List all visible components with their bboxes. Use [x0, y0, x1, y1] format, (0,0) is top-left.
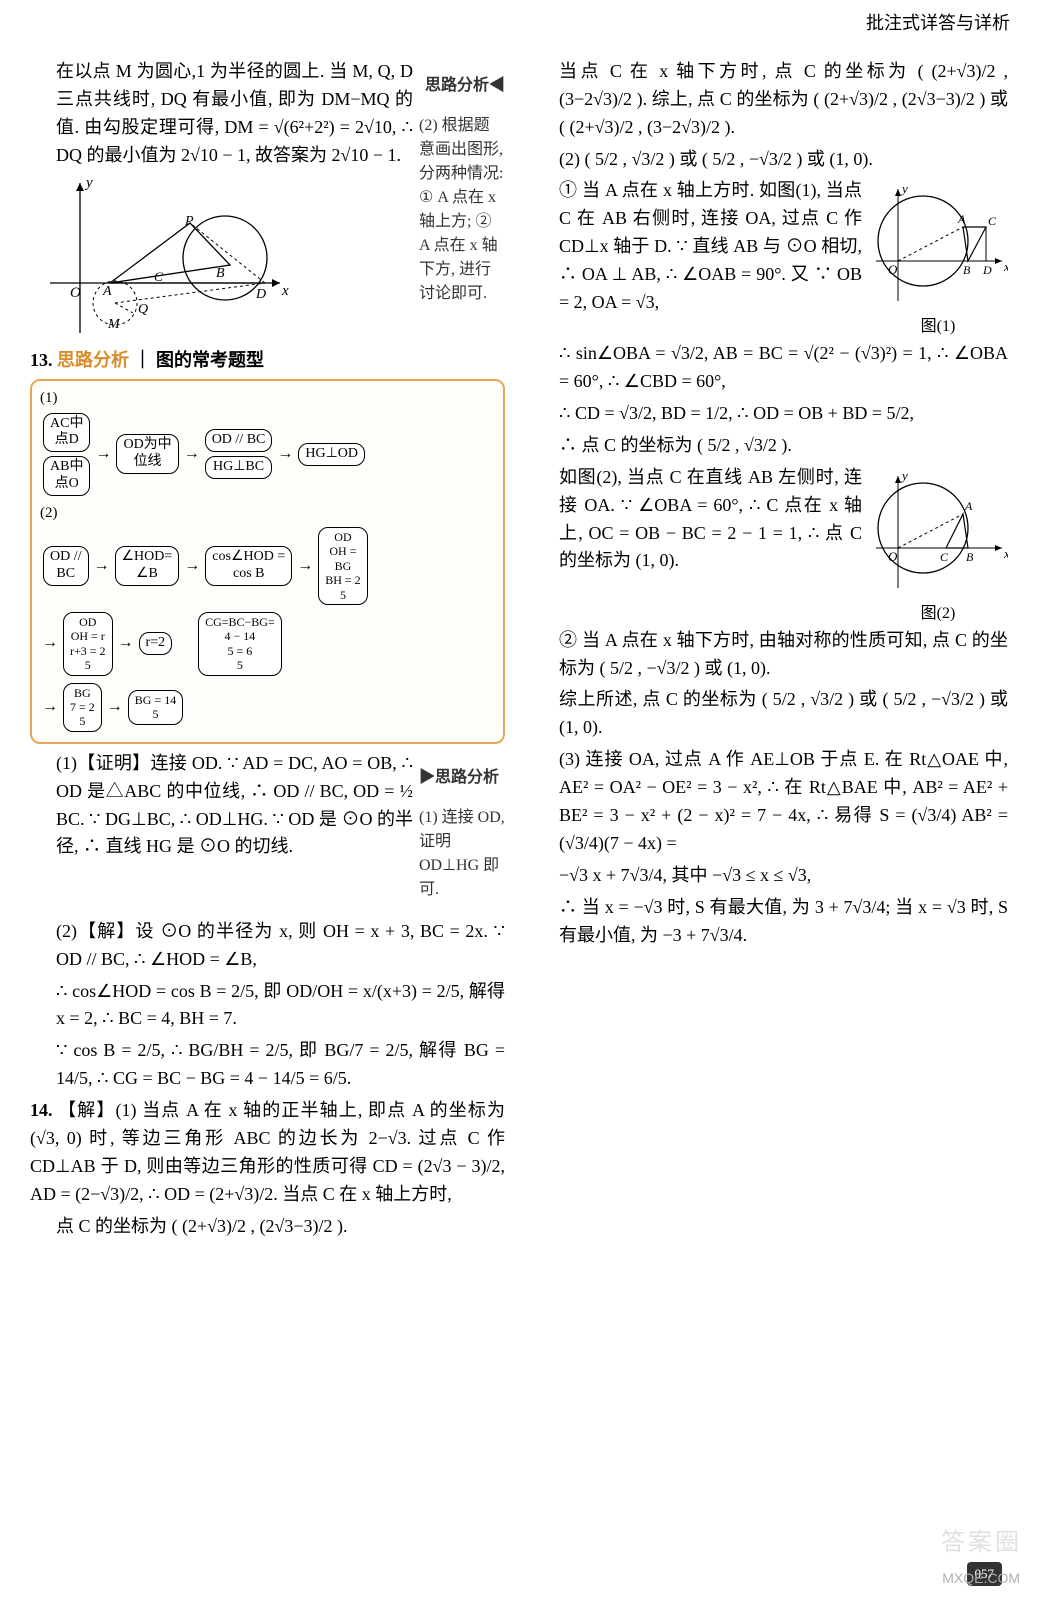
r-p11: −√3 x + 7√3/4, 其中 −√3 ≤ x ≤ √3, — [533, 862, 1008, 890]
svg-text:C: C — [988, 214, 997, 228]
svg-text:A: A — [957, 212, 966, 226]
svg-text:x: x — [281, 283, 289, 299]
circle-fig-1: O x y A C B D — [868, 181, 1008, 311]
page-body: 在以点 M 为圆心,1 为半径的圆上. 当 M, Q, D 三点共线时, DQ … — [0, 38, 1038, 1255]
q13-proof-1: (1)【证明】连接 OD. ∵ AD = DC, AO = OB, ∴ OD 是… — [30, 750, 413, 862]
margin-analysis-1-text: (2) 根据题意画出图形, 分两种情况: ① A 点在 x 轴上方; ② A 点… — [419, 114, 505, 306]
svg-text:D: D — [982, 263, 992, 277]
arrow-icon: → — [295, 554, 315, 579]
arrow-icon: → — [116, 631, 136, 656]
svg-text:O: O — [70, 285, 81, 301]
arrow-icon: → — [182, 554, 202, 579]
arrow-icon: → — [105, 695, 125, 720]
fc-part1-label: (1) — [40, 387, 495, 410]
coord-diagram-1: O x y M A Q C B D P — [30, 173, 290, 343]
svg-text:M: M — [107, 317, 121, 332]
arrow-icon: → — [275, 442, 295, 467]
arrow-icon: → — [93, 442, 113, 467]
margin-analysis-1-title: 思路分析◀ — [419, 74, 505, 98]
svg-text:B: B — [216, 266, 225, 281]
fc-part2-label: (2) — [40, 502, 495, 525]
q14-number: 14. — [30, 1100, 53, 1120]
watermark-text: 答案圈 — [941, 1525, 1022, 1562]
flowchart-box: (1) AC中 点D AB中 点O → OD为中 位线 → OD // BC H… — [30, 379, 505, 743]
r-p3: ① 当 A 点在 x 轴上方时. 如图(1), 当点 C 在 AB 右侧时, 连… — [533, 177, 862, 316]
arrow-icon: → — [92, 554, 112, 579]
svg-text:x: x — [1003, 259, 1008, 274]
fc-m9: CG=BC−BG= 4 − 14 5 = 6 5 — [198, 612, 282, 676]
svg-text:B: B — [966, 550, 974, 564]
svg-text:Q: Q — [138, 302, 148, 317]
q13-sol-2c: ∵ cos B = 2/5, ∴ BG/BH = 2/5, 即 BG/7 = 2… — [30, 1037, 505, 1093]
q14-body-2: 点 C 的坐标为 ( (2+√3)/2 , (2√3−3)/2 ). — [30, 1213, 505, 1241]
r-p5: ∴ CD = √3/2, BD = 1/2, ∴ OD = OB + BD = … — [533, 400, 1008, 428]
fig1-caption: 图(1) — [868, 315, 1008, 340]
svg-text:A: A — [964, 499, 973, 513]
fc-m1: OD // BC — [43, 546, 89, 586]
svg-text:y: y — [900, 468, 908, 483]
right-column: 当点 C 在 x 轴下方时, 点 C 的坐标为 ( (2+√3)/2 , (3−… — [533, 58, 1008, 1245]
q13-heading: 13. 思路分析 ｜ 图的常考题型 — [30, 347, 505, 375]
fc-n1: AC中 点D — [43, 413, 90, 453]
fc-m3: cos∠HOD = cos B — [205, 546, 292, 586]
fig2-caption: 图(2) — [868, 602, 1008, 627]
r-p4: ∴ sin∠OBA = √3/2, AB = BC = √(2² − (√3)²… — [533, 340, 1008, 396]
r-p8: ② 当 A 点在 x 轴下方时, 由轴对称的性质可知, 点 C 的坐标为 ( 5… — [533, 627, 1008, 683]
fc-m4: OD OH = BG BH = 2 5 — [318, 527, 367, 605]
r-p6: ∴ 点 C 的坐标为 ( 5/2 , √3/2 ). — [533, 432, 1008, 460]
page-header: 批注式详答与详析 — [0, 0, 1038, 38]
fc-m7: BG 7 = 2 5 — [63, 683, 102, 732]
svg-text:y: y — [900, 181, 908, 196]
margin-analysis-2-arrow: ▶思路分析 — [419, 766, 505, 790]
fc-n4: OD // BC — [205, 429, 273, 452]
q13-sol-2b: ∴ cos∠HOD = cos B = 2/5, 即 OD/OH = x/(x+… — [30, 978, 505, 1034]
q14-heading: 14. 【解】(1) 当点 A 在 x 轴的正半轴上, 即点 A 的坐标为 (√… — [30, 1097, 505, 1209]
r-p2: (2) ( 5/2 , √3/2 ) 或 ( 5/2 , −√3/2 ) 或 (… — [533, 146, 1008, 174]
fc-n6: HG⊥OD — [298, 443, 365, 466]
q13-number: 13. — [30, 350, 57, 370]
q13-sol-2a: (2)【解】设 ⊙O 的半径为 x, 则 OH = x + 3, BC = 2x… — [30, 918, 505, 974]
margin-analysis-2-text: (1) 连接 OD, 证明 OD⊥HG 即可. — [419, 806, 505, 902]
q13-analysis-label: 思路分析 — [57, 350, 129, 370]
fc-m6: r=2 — [139, 632, 173, 655]
svg-text:D: D — [255, 287, 266, 302]
arrow-icon: → — [182, 442, 202, 467]
left-column: 在以点 M 为圆心,1 为半径的圆上. 当 M, Q, D 三点共线时, DQ … — [30, 58, 505, 1245]
q13-title: 图的常考题型 — [156, 350, 264, 370]
svg-text:x: x — [1003, 546, 1008, 561]
r-p1: 当点 C 在 x 轴下方时, 点 C 的坐标为 ( (2+√3)/2 , (3−… — [533, 58, 1008, 142]
svg-text:A: A — [102, 284, 112, 299]
source-url: MXQE.COM — [942, 1568, 1020, 1590]
svg-text:O: O — [888, 262, 898, 277]
fc-n5: HG⊥BC — [205, 456, 273, 479]
svg-text:C: C — [940, 550, 949, 564]
fc-n2: AB中 点O — [43, 456, 90, 496]
fc-m8: BG = 14 5 — [128, 690, 183, 725]
arrow-icon: → — [40, 695, 60, 720]
r-p7: 如图(2), 当点 C 在直线 AB 左侧时, 连接 OA. ∵ ∠OBA = … — [533, 464, 862, 576]
svg-text:B: B — [963, 263, 971, 277]
fc-n3: OD为中 位线 — [116, 434, 178, 474]
fc-m5: OD OH = r r+3 = 2 5 — [63, 612, 113, 676]
svg-text:O: O — [888, 549, 898, 564]
svg-text:y: y — [84, 175, 93, 191]
q14-body-1: 【解】(1) 当点 A 在 x 轴的正半轴上, 即点 A 的坐标为 (√3, 0… — [30, 1100, 505, 1204]
arrow-icon: → — [40, 631, 60, 656]
q12-continuation: 在以点 M 为圆心,1 为半径的圆上. 当 M, Q, D 三点共线时, DQ … — [30, 58, 413, 170]
r-p12: ∴ 当 x = −√3 时, S 有最大值, 为 3 + 7√3/4; 当 x … — [533, 894, 1008, 950]
r-p10: (3) 连接 OA, 过点 A 作 AE⊥OB 于点 E. 在 Rt△OAE 中… — [533, 746, 1008, 858]
r-p9: 综上所述, 点 C 的坐标为 ( 5/2 , √3/2 ) 或 ( 5/2 , … — [533, 686, 1008, 742]
circle-fig-2: O x y A C B — [868, 468, 1008, 598]
fc-m2: ∠HOD= ∠B — [115, 546, 180, 586]
